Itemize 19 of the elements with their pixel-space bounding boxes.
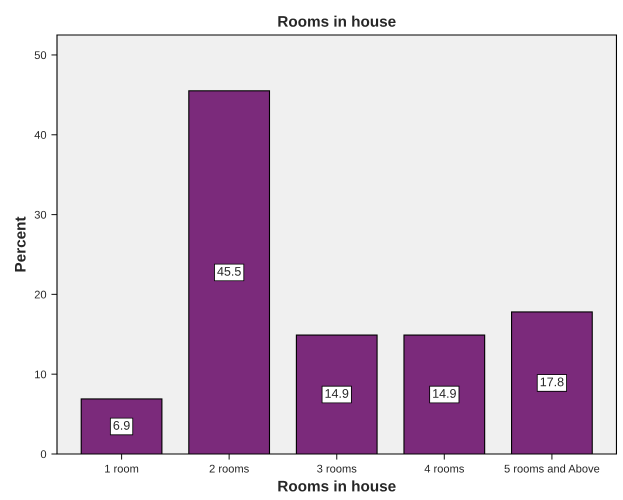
y-axis-title: Percent [14,216,26,272]
data-label: 17.8 [540,377,564,386]
chart-title: Rooms in house [278,16,396,27]
y-tick-label: 30 [34,210,46,219]
y-tick-label: 0 [40,450,46,458]
x-tick-label: 2 rooms [210,464,249,473]
x-tick-label: 5 rooms and Above [504,464,600,473]
x-axis-title: Rooms in house [278,480,396,492]
x-tick-label: 4 rooms [424,464,464,473]
data-label: 6.9 [114,420,130,430]
x-tick-label: 3 rooms [317,464,356,473]
data-label: 14.9 [433,389,456,398]
y-tick-label: 10 [35,370,46,378]
y-tick-label: 40 [34,131,46,139]
data-label: 45.5 [217,267,241,276]
x-tick-label: 1 room [105,464,138,473]
data-label: 14.9 [326,389,348,398]
y-tick-label: 20 [34,290,46,299]
y-tick-label: 50 [34,51,46,60]
